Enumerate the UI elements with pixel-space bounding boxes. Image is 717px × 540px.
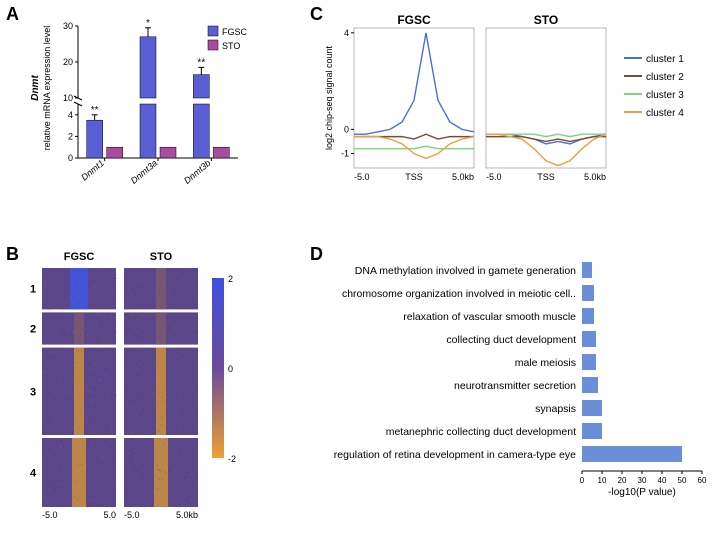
svg-text:20: 20 [618,476,627,485]
svg-text:metanephric collecting duct de: metanephric collecting duct development [386,426,576,438]
svg-text:chromosome organization involv: chromosome organization involved in meio… [342,288,576,300]
svg-text:FGSC: FGSC [397,13,431,27]
svg-text:-2: -2 [228,454,236,464]
svg-text:1: 1 [30,284,36,296]
svg-text:Dnmt3b: Dnmt3b [182,158,213,186]
svg-text:20: 20 [63,57,73,67]
svg-text:10: 10 [598,476,607,485]
svg-text:2: 2 [30,324,36,336]
panel-c-lines: log2 chip-seq signal count FGSC -5.0 TSS 5.0… [320,8,717,198]
svg-text:relaxation of vascular smooth: relaxation of vascular smooth muscle [403,311,576,323]
svg-text:**: ** [197,57,205,68]
svg-text:cluster 2: cluster 2 [646,72,684,83]
svg-text:0: 0 [228,364,233,374]
svg-text:3: 3 [30,386,36,398]
svg-text:Dnmt1: Dnmt1 [79,158,106,183]
svg-text:5.0kb: 5.0kb [176,510,198,520]
panel-a-chart: 10 20 30 0 2 4 Dnmtrelative mRNA expression le… [18,8,298,208]
svg-text:regulation of retina developme: regulation of retina development in came… [334,449,576,461]
svg-text:30: 30 [63,21,73,31]
svg-text:cluster 1: cluster 1 [646,54,684,65]
svg-text:-5.0: -5.0 [486,172,502,182]
svg-text:**: ** [91,105,99,116]
svg-text:STO: STO [534,13,558,27]
svg-text:40: 40 [658,476,667,485]
svg-text:relative mRNA expression level: relative mRNA expression level [42,26,52,151]
panel-d-bars: DNA methylation involved in gamete gener… [322,250,712,540]
svg-text:cluster 3: cluster 3 [646,90,684,101]
svg-text:male meiosis: male meiosis [515,357,576,369]
svg-text:0: 0 [68,153,73,163]
svg-text:2: 2 [228,274,233,284]
svg-text:10: 10 [63,93,73,103]
svg-text:cluster 4: cluster 4 [646,108,684,119]
svg-text:FGSC: FGSC [64,251,95,263]
svg-text:-5.0: -5.0 [42,510,58,520]
svg-text:TSS: TSS [405,172,423,182]
svg-text:5.0kb: 5.0kb [584,172,606,182]
svg-text:0: 0 [580,476,585,485]
svg-text:TSS: TSS [537,172,555,182]
svg-text:STO: STO [150,251,173,263]
panel-b-heatmap: FGSC STO 1 2 3 4 -5.0 5.0 -5.0 5.0kb 2 0 -2 [18,246,298,536]
svg-text:Dnmt3a: Dnmt3a [129,158,160,186]
svg-text:4: 4 [344,28,349,38]
svg-text:0: 0 [344,124,349,134]
svg-text:Dnmt: Dnmt [30,75,41,101]
svg-text:log2 chip-seq signal count: log2 chip-seq signal count [324,45,334,150]
svg-text:-5.0: -5.0 [124,510,140,520]
svg-text:STO: STO [222,41,240,51]
svg-text:4: 4 [68,110,73,120]
svg-text:4: 4 [30,468,37,480]
svg-text:-1: -1 [341,149,349,159]
svg-text:-log10(P value): -log10(P value) [608,487,676,498]
svg-text:*: * [146,18,150,29]
svg-text:collecting duct development: collecting duct development [446,334,576,346]
svg-text:5.0: 5.0 [103,510,116,520]
svg-text:5.0kb: 5.0kb [452,172,474,182]
svg-text:50: 50 [678,476,687,485]
svg-text:30: 30 [638,476,647,485]
svg-text:neurotransmitter secretion: neurotransmitter secretion [454,380,576,392]
svg-text:DNA methylation involved in ga: DNA methylation involved in gamete gener… [355,265,576,277]
svg-text:60: 60 [698,476,707,485]
svg-text:FGSC: FGSC [222,27,248,37]
svg-text:synapsis: synapsis [535,403,576,415]
svg-text:2: 2 [68,131,73,141]
svg-text:-5.0: -5.0 [354,172,370,182]
